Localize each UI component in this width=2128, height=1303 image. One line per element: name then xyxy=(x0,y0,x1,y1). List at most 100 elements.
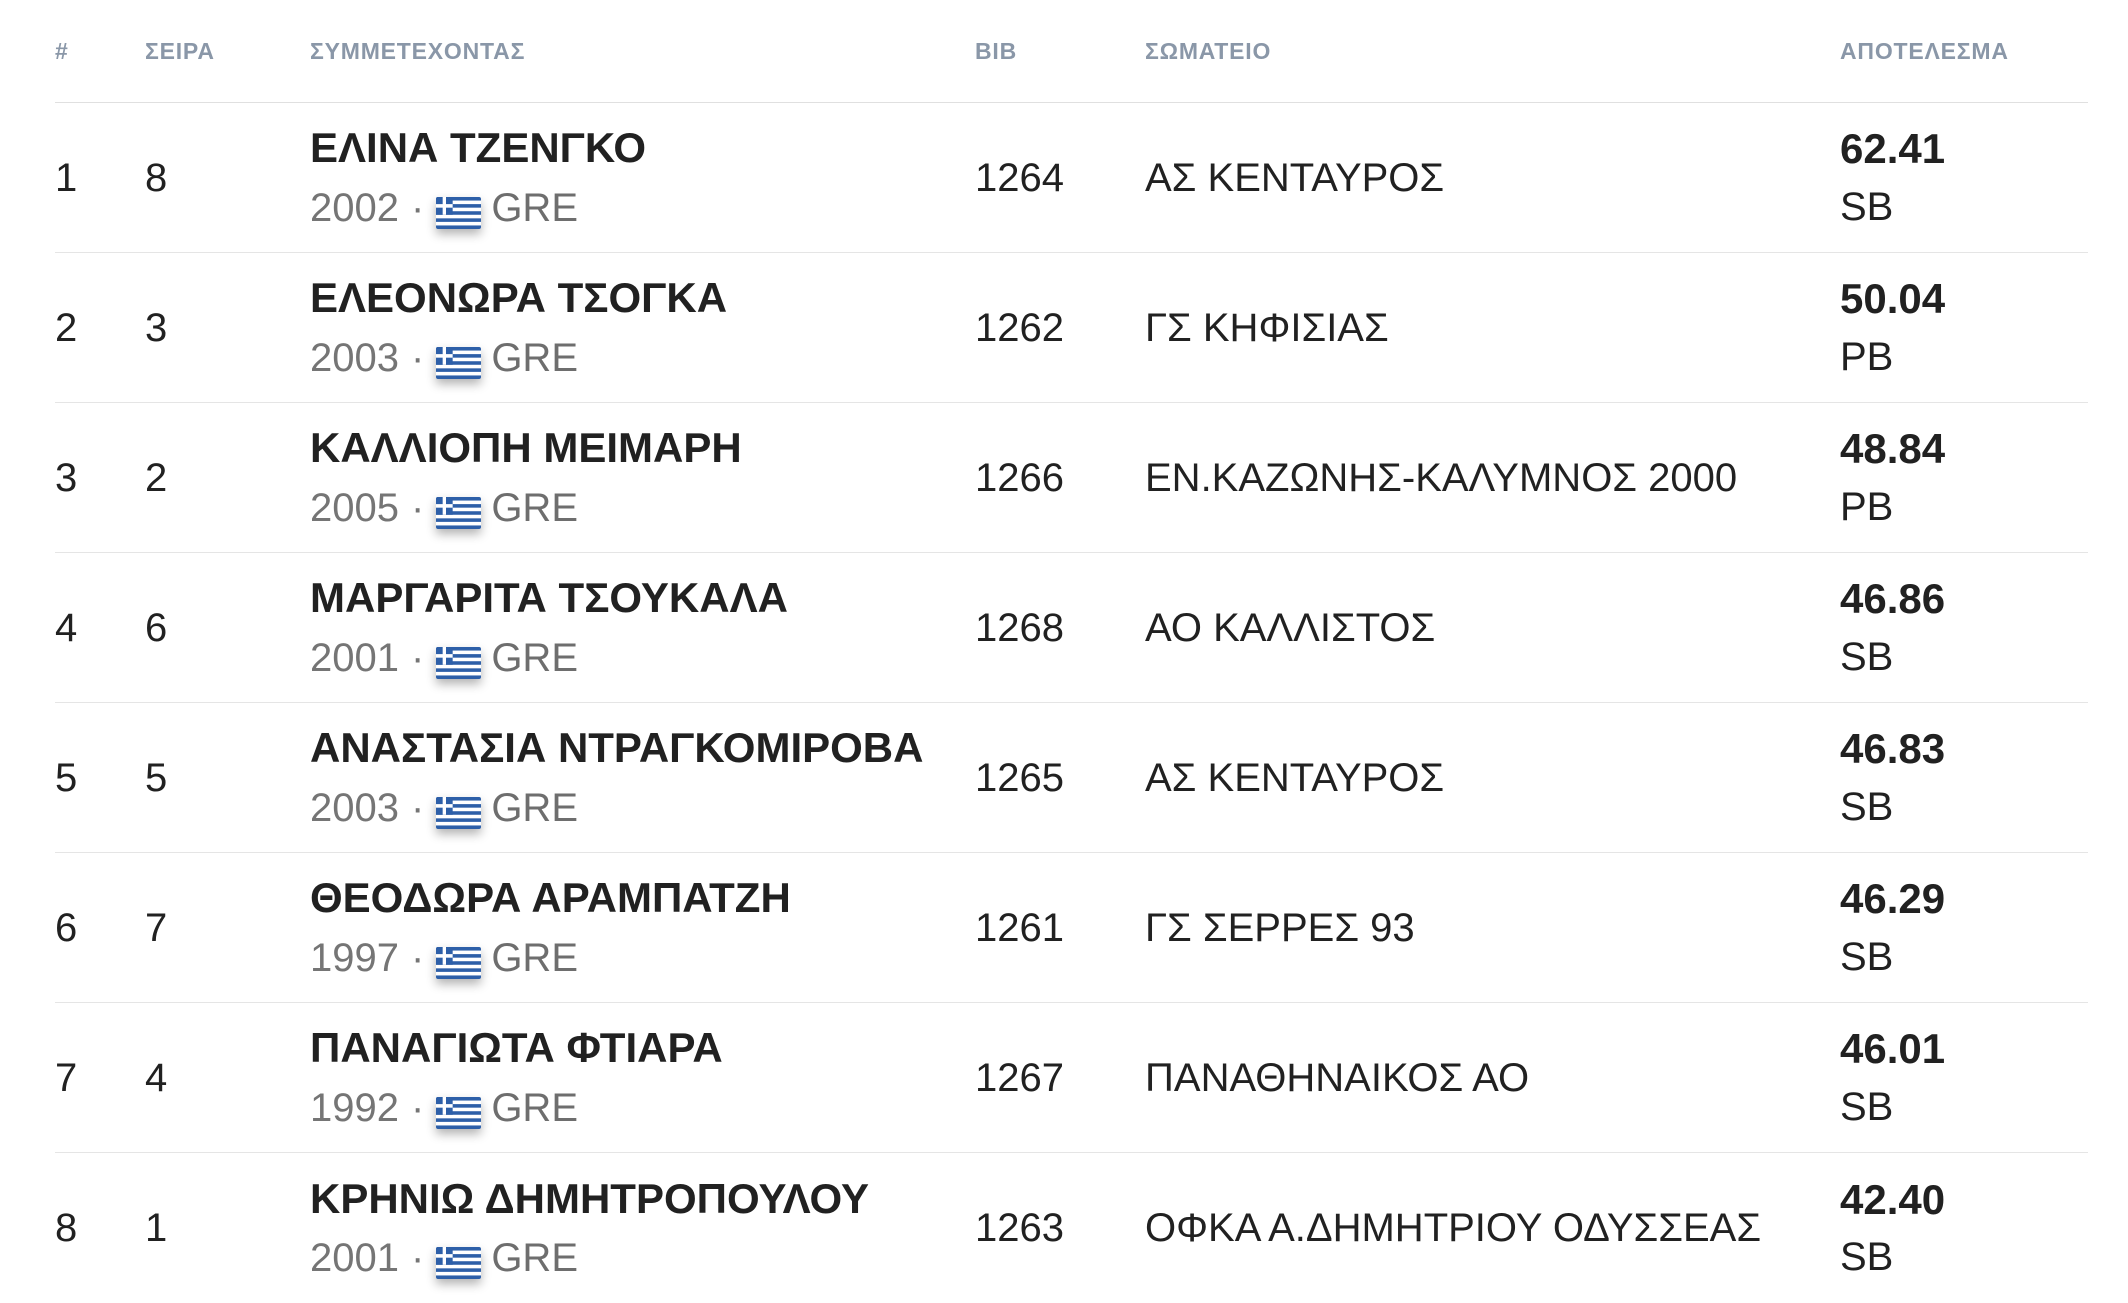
birth-year: 2001 xyxy=(310,635,399,680)
club-cell: ΓΣ ΣΕΡΡΕΣ 93 xyxy=(1145,905,1415,950)
greece-flag-icon xyxy=(436,346,482,379)
participant-cell: ΕΛΕΟΝΩΡΑ ΤΣΟΓΚΑ 2003 · xyxy=(310,273,975,381)
greece-flag-icon xyxy=(436,496,482,529)
bib-cell: 1262 xyxy=(975,305,1064,350)
country-code: GRE xyxy=(491,935,578,980)
bib-cell: 1266 xyxy=(975,455,1064,500)
lane-cell: 2 xyxy=(145,455,168,500)
birth-year: 1997 xyxy=(310,935,399,980)
athlete-name: ΜΑΡΓΑΡΙΤΑ ΤΣΟΥΚΑΛΑ xyxy=(310,574,788,622)
result-value: 42.40 xyxy=(1840,1175,1946,1223)
country-code: GRE xyxy=(491,185,578,230)
result-cell: 42.40 SB xyxy=(1840,1175,2088,1281)
club-cell: ΑΟ ΚΑΛΛΙΣΤΟΣ xyxy=(1145,605,1436,650)
rank-cell: 1 xyxy=(55,155,78,200)
result-cell: 50.04 PB xyxy=(1840,274,2088,380)
club-cell: ΕΝ.ΚΑΖΩΝΗΣ-ΚΑΛΥΜΝΟΣ 2000 xyxy=(1145,455,1738,500)
country-code: GRE xyxy=(491,1236,578,1281)
birth-year: 1992 xyxy=(310,1085,399,1130)
bib-cell: 1268 xyxy=(975,605,1064,650)
rank-cell: 5 xyxy=(55,755,78,800)
athlete-name: ΕΛΕΟΝΩΡΑ ΤΣΟΓΚΑ xyxy=(310,274,728,322)
athlete-meta: 2001 · GRE xyxy=(310,634,975,682)
separator-dot: · xyxy=(410,935,425,980)
result-cell: 46.83 SB xyxy=(1840,724,2088,830)
rank-cell: 4 xyxy=(55,605,78,650)
greece-flag-icon xyxy=(436,1096,482,1129)
participant-cell: ΠΑΝΑΓΙΩΤΑ ΦΤΙΑΡΑ 1992 · xyxy=(310,1023,975,1131)
birth-year: 2003 xyxy=(310,785,399,830)
lane-cell: 1 xyxy=(145,1206,168,1250)
table-row: 6 7 ΘΕΟΔΩΡΑ ΑΡΑΜΠΑΤΖΗ 1997 · xyxy=(55,853,2088,1003)
rank-cell: 7 xyxy=(55,1055,78,1100)
club-cell: ΠΑΝΑΘΗΝΑΙΚΟΣ ΑΟ xyxy=(1145,1055,1530,1100)
participant-cell: ΚΡΗΝΙΩ ΔΗΜΗΤΡΟΠΟΥΛΟΥ 2001 · xyxy=(310,1174,975,1282)
athlete-meta: 1997 · GRE xyxy=(310,934,975,982)
lane-cell: 8 xyxy=(145,155,168,200)
separator-dot: · xyxy=(410,185,425,230)
result-tag: PB xyxy=(1840,484,1894,529)
result-tag: SB xyxy=(1840,784,1894,829)
rank-cell: 6 xyxy=(55,905,78,950)
table-row: 1 8 ΕΛΙΝΑ ΤΖΕΝΓΚΟ 2002 · xyxy=(55,103,2088,253)
result-tag: SB xyxy=(1840,1084,1894,1129)
country-code: GRE xyxy=(491,485,578,530)
result-tag: SB xyxy=(1840,934,1894,979)
table-body: 1 8 ΕΛΙΝΑ ΤΖΕΝΓΚΟ 2002 · xyxy=(55,103,2088,1303)
lane-cell: 4 xyxy=(145,1055,168,1100)
country-code: GRE xyxy=(491,1085,578,1130)
column-header-bib: BIB xyxy=(975,37,1018,64)
separator-dot: · xyxy=(410,485,425,530)
participant-cell: ΜΑΡΓΑΡΙΤΑ ΤΣΟΥΚΑΛΑ 2001 · xyxy=(310,573,975,681)
table-row: 7 4 ΠΑΝΑΓΙΩΤΑ ΦΤΙΑΡΑ 1992 · xyxy=(55,1003,2088,1153)
greece-flag-icon xyxy=(436,196,482,229)
athlete-name: ΚΑΛΛΙΟΠΗ ΜΕΙΜΑΡΗ xyxy=(310,424,742,472)
athlete-name: ΚΡΗΝΙΩ ΔΗΜΗΤΡΟΠΟΥΛΟΥ xyxy=(310,1174,870,1222)
result-cell: 46.01 SB xyxy=(1840,1024,2088,1130)
result-value: 46.29 xyxy=(1840,875,1946,923)
result-tag: PB xyxy=(1840,334,1894,379)
column-header-order: ΣΕΙΡΑ xyxy=(145,37,215,64)
club-cell: ΟΦΚΑ Α.ΔΗΜΗΤΡΙΟΥ ΟΔΥΣΣΕΑΣ xyxy=(1145,1206,1762,1250)
result-cell: 46.86 SB xyxy=(1840,574,2088,680)
bib-cell: 1263 xyxy=(975,1206,1064,1250)
bib-cell: 1267 xyxy=(975,1055,1064,1100)
birth-year: 2001 xyxy=(310,1236,399,1281)
athlete-meta: 2003 · GRE xyxy=(310,334,975,382)
result-tag: SB xyxy=(1840,1235,1894,1280)
column-header-rank: # xyxy=(55,37,69,64)
result-value: 62.41 xyxy=(1840,125,1946,173)
birth-year: 2005 xyxy=(310,485,399,530)
country-code: GRE xyxy=(491,335,578,380)
lane-cell: 6 xyxy=(145,605,168,650)
athlete-meta: 2002 · GRE xyxy=(310,184,975,232)
club-cell: ΓΣ ΚΗΦΙΣΙΑΣ xyxy=(1145,305,1389,350)
column-header-result: ΑΠΟΤΕΛΕΣΜΑ xyxy=(1840,37,2009,64)
greece-flag-icon xyxy=(436,946,482,979)
country-code: GRE xyxy=(491,785,578,830)
birth-year: 2003 xyxy=(310,335,399,380)
table-header-row: # ΣΕΙΡΑ ΣΥΜΜΕΤΕΧΟΝΤΑΣ BIB ΣΩΜΑΤΕΙΟ ΑΠΟΤΕ… xyxy=(55,0,2088,103)
column-header-club: ΣΩΜΑΤΕΙΟ xyxy=(1145,37,1272,64)
column-header-participant: ΣΥΜΜΕΤΕΧΟΝΤΑΣ xyxy=(310,37,526,64)
table-row: 8 1 ΚΡΗΝΙΩ ΔΗΜΗΤΡΟΠΟΥΛΟΥ 2001 · xyxy=(55,1153,2088,1303)
bib-cell: 1264 xyxy=(975,155,1064,200)
country-code: GRE xyxy=(491,635,578,680)
athlete-name: ΠΑΝΑΓΙΩΤΑ ΦΤΙΑΡΑ xyxy=(310,1024,723,1072)
lane-cell: 3 xyxy=(145,305,168,350)
separator-dot: · xyxy=(410,1236,425,1281)
lane-cell: 7 xyxy=(145,905,168,950)
participant-cell: ΘΕΟΔΩΡΑ ΑΡΑΜΠΑΤΖΗ 1997 · xyxy=(310,873,975,981)
greece-flag-icon xyxy=(436,1247,482,1280)
table-row: 2 3 ΕΛΕΟΝΩΡΑ ΤΣΟΓΚΑ 2003 · xyxy=(55,253,2088,403)
participant-cell: ΑΝΑΣΤΑΣΙΑ ΝΤΡΑΓΚΟΜΙΡΟΒΑ 2003 · xyxy=(310,723,975,831)
athlete-meta: 2005 · GRE xyxy=(310,484,975,532)
result-value: 46.01 xyxy=(1840,1025,1946,1073)
birth-year: 2002 xyxy=(310,185,399,230)
lane-cell: 5 xyxy=(145,755,168,800)
table-row: 3 2 ΚΑΛΛΙΟΠΗ ΜΕΙΜΑΡΗ 2005 · xyxy=(55,403,2088,553)
athlete-meta: 1992 · GRE xyxy=(310,1084,975,1132)
rank-cell: 2 xyxy=(55,305,78,350)
athlete-name: ΑΝΑΣΤΑΣΙΑ ΝΤΡΑΓΚΟΜΙΡΟΒΑ xyxy=(310,724,924,772)
